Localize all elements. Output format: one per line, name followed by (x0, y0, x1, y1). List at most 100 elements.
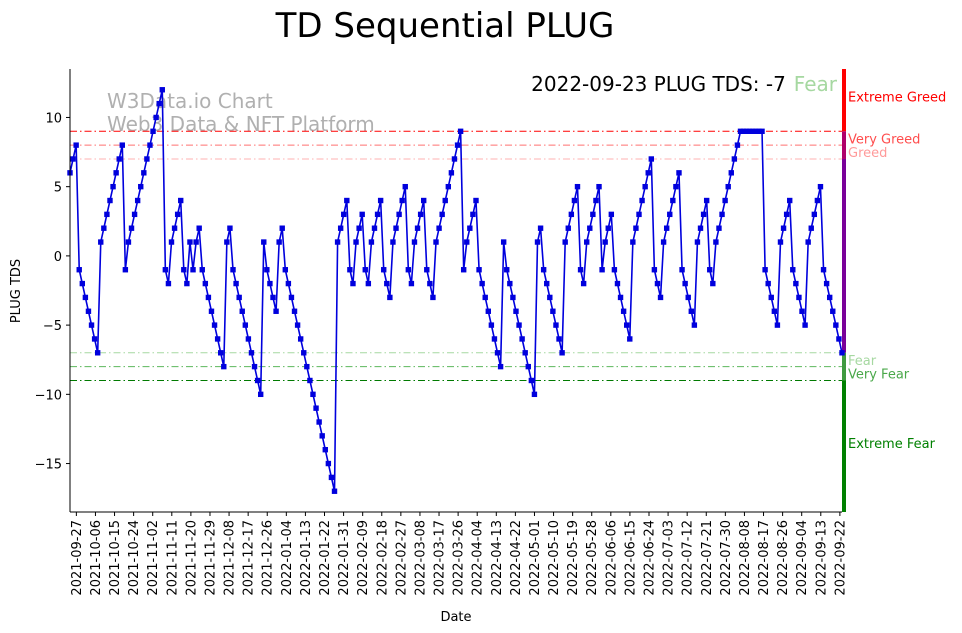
data-point (627, 336, 633, 342)
data-point (544, 280, 550, 287)
data-point (331, 488, 338, 494)
status-text: 2022-09-23 PLUG TDS: -7 (531, 72, 786, 96)
data-point (765, 280, 771, 287)
x-tick-label: 2021-11-02 (146, 520, 161, 596)
data-point (168, 239, 175, 245)
data-point (393, 225, 399, 231)
data-point (790, 267, 796, 273)
data-point (651, 267, 658, 273)
data-point (602, 239, 608, 245)
data-point (577, 267, 584, 273)
threshold-label: Very Greed (848, 132, 920, 147)
x-tick-label: 2022-09-04 (795, 520, 810, 596)
data-point (836, 336, 842, 342)
x-tick-label: 2021-09-27 (70, 520, 85, 596)
data-point (787, 197, 793, 204)
x-tick-label: 2021-12-26 (261, 520, 276, 596)
data-point (405, 267, 412, 273)
data-point (814, 197, 821, 204)
x-tick-label: 2022-07-21 (700, 520, 715, 596)
data-point (605, 225, 611, 231)
data-point (94, 350, 101, 356)
data-point (365, 280, 372, 287)
data-point (116, 156, 122, 162)
data-point (642, 183, 648, 190)
data-point (98, 239, 104, 245)
data-point (833, 322, 839, 328)
data-point (808, 225, 814, 231)
data-point (731, 156, 738, 162)
data-point (510, 294, 516, 301)
data-point (251, 363, 258, 370)
data-point (479, 280, 485, 287)
data-point (562, 239, 568, 245)
data-point (522, 350, 528, 356)
sentiment-zone-bar (842, 69, 846, 512)
data-point (325, 460, 332, 467)
data-point (313, 405, 319, 411)
data-point (750, 128, 756, 134)
data-point (565, 225, 571, 231)
zone-segment (842, 380, 846, 512)
data-point (310, 391, 316, 398)
data-point (297, 336, 304, 342)
data-point (76, 267, 82, 273)
y-tick-label: −10 (35, 388, 62, 403)
data-point (319, 433, 325, 439)
data-point (587, 225, 593, 231)
data-point (771, 308, 778, 314)
y-tick-label: 5 (54, 181, 62, 196)
data-point (667, 211, 673, 218)
data-point (460, 267, 467, 273)
data-point (362, 267, 368, 273)
data-point (559, 350, 565, 356)
data-point (233, 280, 239, 287)
data-point (457, 128, 464, 134)
data-point (107, 197, 113, 204)
zone-label: Extreme Greed (848, 91, 946, 106)
data-point (436, 225, 442, 231)
x-tick-label: 2022-05-10 (547, 520, 562, 596)
data-point (645, 170, 651, 176)
data-point (630, 239, 636, 245)
data-point (178, 197, 184, 204)
data-point (402, 183, 408, 190)
data-point (377, 197, 384, 204)
data-point (688, 308, 694, 314)
data-point (685, 294, 691, 301)
data-point (264, 267, 270, 273)
data-point (823, 280, 830, 287)
data-point (525, 363, 531, 370)
x-tick-label: 2022-07-12 (681, 520, 696, 596)
x-tick-label: 2021-12-08 (223, 520, 238, 596)
data-point (670, 197, 676, 204)
data-point (497, 363, 504, 370)
data-point (830, 308, 836, 314)
data-point (617, 294, 624, 301)
x-tick-label: 2021-12-17 (242, 520, 257, 596)
data-point (417, 211, 424, 218)
data-point (568, 211, 575, 218)
y-axis-ticks: −15 −10 −5 0 5 10 (35, 111, 70, 473)
data-point (221, 363, 227, 370)
data-point (571, 197, 578, 204)
data-point (301, 350, 307, 356)
data-point (211, 322, 218, 328)
data-point (153, 114, 159, 121)
data-point (70, 156, 76, 162)
data-point (703, 197, 710, 204)
data-point (817, 183, 824, 190)
data-point (584, 239, 590, 245)
data-point (734, 142, 741, 148)
data-point (144, 156, 150, 162)
data-point (663, 225, 670, 231)
data-point (826, 294, 833, 301)
data-point (387, 294, 393, 301)
data-point (424, 267, 430, 273)
data-point (467, 225, 473, 231)
data-point (368, 239, 375, 245)
data-point (165, 280, 172, 287)
data-point (470, 211, 476, 218)
data-point (464, 239, 470, 245)
